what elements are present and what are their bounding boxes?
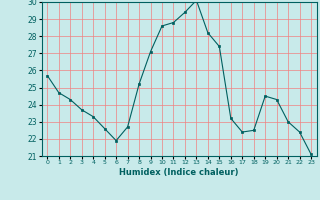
X-axis label: Humidex (Indice chaleur): Humidex (Indice chaleur) [119,168,239,177]
